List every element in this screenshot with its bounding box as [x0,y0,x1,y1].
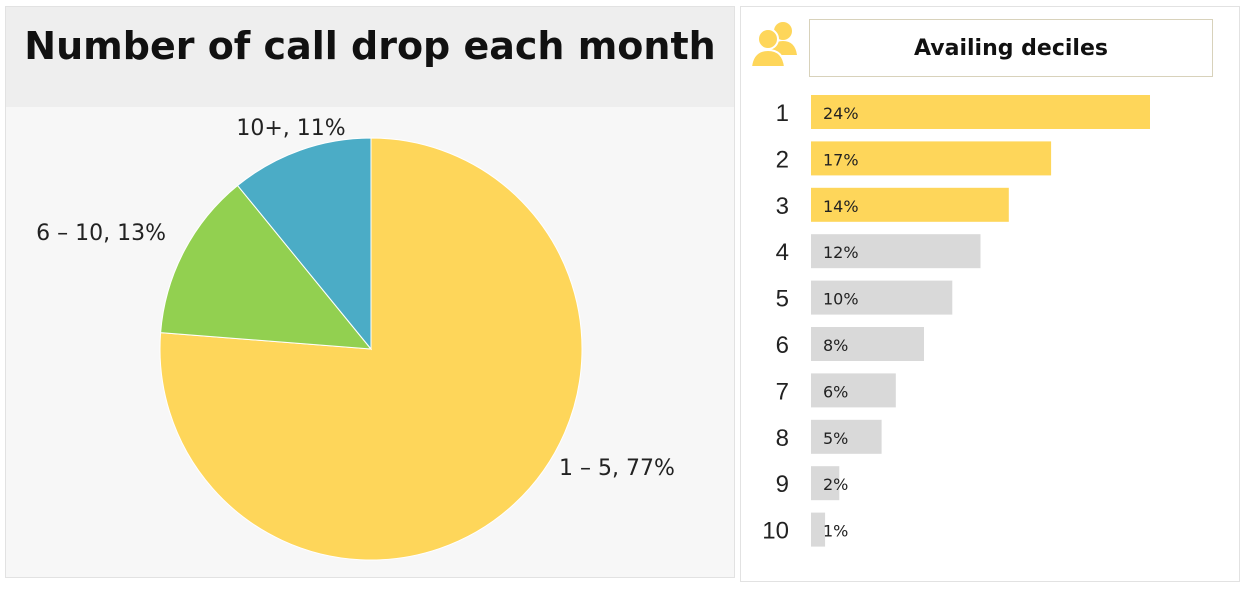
decile-rank-label: 10 [762,518,789,545]
deciles-title: Availing deciles [914,35,1108,61]
decile-value-label: 6% [823,382,848,401]
decile-bar [811,187,1009,222]
pie-chart: 1 – 5, 77% 6 – 10, 13% 10+, 11% [36,116,675,561]
decile-bar [811,234,981,269]
decile-value-label: 14% [823,197,859,216]
decile-rank-label: 4 [776,239,789,266]
deciles-title-box: Availing deciles [809,19,1213,77]
decile-value-label: 2% [823,475,848,494]
decile-rank-label: 9 [776,471,789,498]
decile-value-label: 5% [823,429,848,448]
decile-bar [811,95,1150,129]
decile-bar [811,280,953,315]
decile-bar [811,141,1052,176]
decile-rank-label: 6 [776,332,789,359]
decile-rank-label: 2 [776,146,789,173]
decile-bar [811,373,896,408]
deciles-panel: Availing deciles 1 24% 2 17% 3 14% 4 12% 5 10% 6 8%… [740,6,1240,582]
decile-value-label: 1% [823,522,848,541]
people-icon [749,22,797,68]
decile-value-label: 8% [823,336,848,355]
decile-bar [811,512,826,547]
decile-rank-label: 7 [776,378,789,405]
decile-value-label: 24% [823,104,859,123]
decile-bar [811,466,840,501]
pie-chart-panel: Number of call drop each month 1 – 5, 77… [5,6,735,578]
deciles-bar-chart: 1 24% 2 17% 3 14% 4 12% 5 10% 6 8% 7 6% 8 5% 9 2% 10 1% [762,95,1150,547]
decile-value-label: 10% [823,290,859,309]
pie-slice-label: 10+, 11% [236,116,345,141]
pie-slice [236,137,372,351]
pie-slice-label: 1 – 5, 77% [559,456,675,481]
pie-slice-label: 6 – 10, 13% [36,221,166,246]
decile-rank-label: 5 [776,286,789,313]
pie-slice [160,184,373,350]
decile-bar [811,327,924,361]
pie-slice [159,137,583,561]
decile-value-label: 17% [823,150,859,169]
pie-chart-title: Number of call drop each month [24,24,716,68]
decile-value-label: 12% [823,243,859,262]
decile-bar [811,419,882,454]
decile-rank-label: 1 [776,100,789,127]
pie-title-bar [6,7,734,107]
decile-rank-label: 3 [776,193,789,220]
decile-rank-label: 8 [776,425,789,452]
